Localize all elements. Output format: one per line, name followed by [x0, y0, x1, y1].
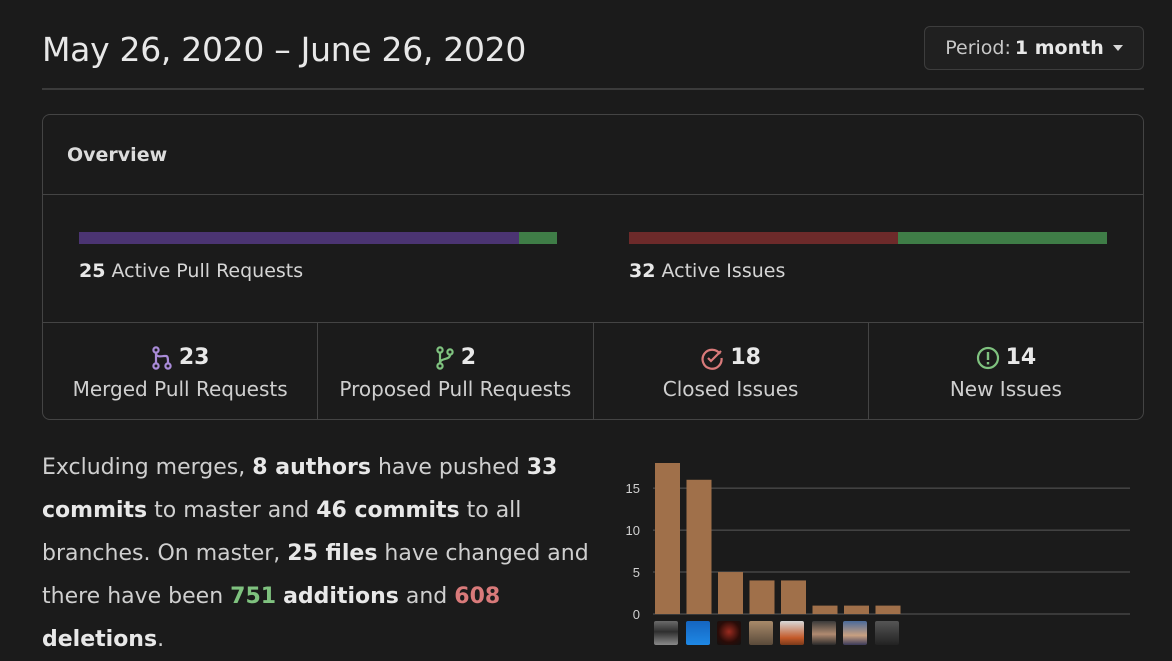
avatar[interactable] [811, 621, 836, 645]
bar-author-4[interactable] [749, 580, 775, 614]
git-branch-icon [435, 345, 455, 370]
overview-title: Overview [43, 115, 1143, 195]
closed-issues-stat[interactable]: 18 Closed Issues [594, 323, 869, 420]
avatar[interactable] [874, 621, 899, 645]
overview-panel: Overview 25 Active Pull Requests 32 Acti… [42, 114, 1144, 420]
commits-master-link[interactable]: 33 commits [42, 455, 558, 523]
closed-issues-label: Closed Issues [662, 376, 799, 401]
active-issues-summary[interactable]: 32 Active Issues [629, 232, 1107, 282]
new-issues-label: New Issues [949, 376, 1062, 401]
proposed-pull-requests-count: 2 [460, 345, 477, 370]
commit-summary-text: Excluding merges, 8 authors have pushed … [42, 446, 602, 661]
summary-text: to all branches. On master, [42, 498, 522, 566]
bar-author-8[interactable] [875, 605, 901, 614]
additions-count: 751 [230, 584, 277, 609]
caret-down-icon [1112, 45, 1123, 51]
authors-link[interactable]: 8 authors [252, 455, 371, 480]
summary-text: . [157, 627, 165, 652]
avatar[interactable] [717, 621, 741, 645]
summary-text: to master and [147, 498, 317, 523]
commits-all-link[interactable]: 46 commits [316, 498, 460, 523]
commits-per-author-chart: 0 5 10 15 [626, 463, 1130, 622]
active-pull-requests-summary[interactable]: 25 Active Pull Requests [79, 232, 557, 282]
proposed-pull-requests-stat[interactable]: 2 Proposed Pull Requests [318, 323, 594, 420]
files-changed-link[interactable]: 25 files [287, 541, 378, 566]
closed-segment [629, 232, 898, 244]
deletions-word: deletions [42, 627, 158, 652]
overview-stats: 23 Merged Pull Requests [43, 323, 1143, 420]
issue-opened-icon [976, 346, 1000, 370]
bar-author-5[interactable] [781, 580, 806, 614]
merged-pull-requests-count: 23 [178, 345, 210, 370]
proposed-segment [518, 232, 557, 244]
additions-word: additions [283, 584, 399, 609]
pull-requests-ratio-bar [79, 232, 557, 244]
new-issues-count: 14 [1005, 345, 1037, 370]
overview-bars: 25 Active Pull Requests 32 Active Issues [43, 195, 1143, 323]
deletions-count: 608 [454, 584, 501, 609]
merged-segment [79, 232, 519, 244]
y-tick-label: 10 [626, 523, 640, 538]
active-issues-label: 32 Active Issues [629, 260, 1107, 282]
summary-text: have pushed [370, 455, 527, 480]
bar-author-1[interactable] [655, 463, 680, 614]
period-header: May 26, 2020 – June 26, 2020 Period: 1 m… [42, 24, 1144, 90]
date-range-title: May 26, 2020 – June 26, 2020 [42, 30, 527, 69]
new-issues-stat[interactable]: 14 New Issues [869, 323, 1143, 420]
y-tick-label: 0 [633, 607, 640, 622]
bar-author-2[interactable] [686, 479, 712, 614]
new-segment [897, 232, 1107, 244]
proposed-pull-requests-label: Proposed Pull Requests [339, 376, 572, 401]
avatar[interactable] [654, 621, 678, 645]
y-tick-label: 15 [626, 481, 640, 496]
summary-text: Excluding merges, [42, 455, 253, 480]
period-dropdown-button[interactable]: Period: 1 month [924, 26, 1144, 70]
merged-pull-requests-stat[interactable]: 23 Merged Pull Requests [43, 323, 319, 420]
avatar[interactable] [685, 621, 710, 645]
bar-author-6[interactable] [812, 605, 838, 614]
summary-text: and [398, 584, 455, 609]
active-pull-requests-label: 25 Active Pull Requests [79, 260, 557, 282]
git-merge-icon [151, 345, 173, 370]
avatar[interactable] [748, 621, 773, 645]
summary-text: have changed and there have been [42, 541, 589, 609]
closed-issues-count: 18 [730, 345, 761, 370]
avatar[interactable] [843, 621, 867, 645]
active-issues-count: 32 [629, 260, 656, 282]
merged-pull-requests-label: Merged Pull Requests [72, 376, 288, 401]
avatar[interactable] [780, 621, 804, 645]
bar-author-7[interactable] [844, 605, 869, 614]
active-pull-requests-count: 25 [79, 260, 106, 282]
active-issues-text: Active Issues [661, 260, 786, 282]
period-prefix: Period: [945, 37, 1011, 59]
issues-ratio-bar [629, 232, 1107, 244]
issue-closed-icon [700, 346, 724, 370]
period-value: 1 month [1014, 37, 1104, 59]
bar-author-3[interactable] [718, 572, 743, 614]
y-tick-label: 5 [633, 565, 640, 580]
active-pull-requests-text: Active Pull Requests [111, 260, 304, 282]
